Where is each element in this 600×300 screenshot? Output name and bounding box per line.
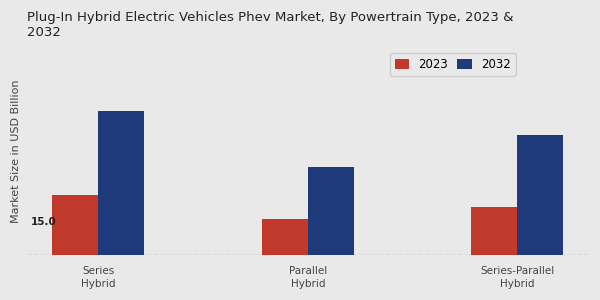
Bar (517, 135, 563, 255)
Legend: 2023, 2032: 2023, 2032 (390, 53, 515, 76)
Bar (308, 167, 354, 255)
Bar (52, 195, 98, 255)
Bar (262, 219, 308, 255)
Bar (471, 207, 517, 255)
Text: 15.0: 15.0 (31, 217, 57, 227)
Text: Plug-In Hybrid Electric Vehicles Phev Market, By Powertrain Type, 2023 &
2032: Plug-In Hybrid Electric Vehicles Phev Ma… (26, 11, 513, 39)
Bar (98, 111, 145, 255)
Y-axis label: Market Size in USD Billion: Market Size in USD Billion (11, 80, 21, 223)
